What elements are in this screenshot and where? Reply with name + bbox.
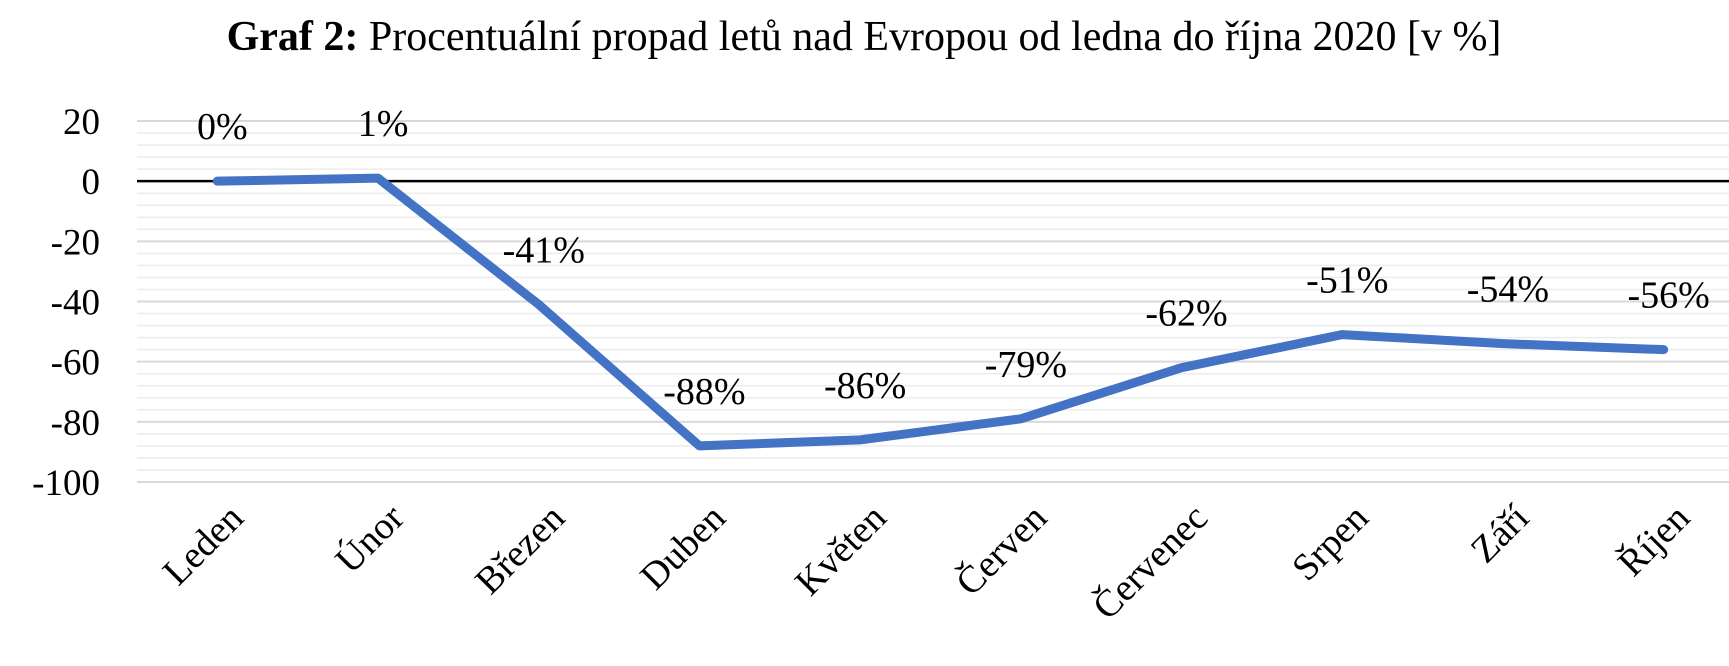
data-label: 0% xyxy=(197,106,248,148)
x-tick-label: Červen xyxy=(948,497,1055,604)
chart-title: Graf 2: Procentuální propad letů nad Evr… xyxy=(227,14,1502,60)
x-tick-label: Říjen xyxy=(1610,497,1698,585)
data-label: -62% xyxy=(1145,293,1227,335)
x-tick-label: Květen xyxy=(787,497,894,604)
y-tick-label: -20 xyxy=(51,222,100,263)
grid xyxy=(137,120,1729,483)
title-text: Procentuální propad letů nad Evropou od … xyxy=(369,14,1502,60)
x-tick-label: Leden xyxy=(155,497,252,594)
data-line xyxy=(212,173,1669,451)
x-tick-label: Duben xyxy=(632,497,733,598)
data-label: -41% xyxy=(503,230,585,272)
title-lead: Graf 2: xyxy=(227,14,359,60)
y-tick-label: -100 xyxy=(32,463,100,504)
x-tick-label: Srpen xyxy=(1284,497,1376,589)
y-tick-label: 0 xyxy=(82,162,101,203)
data-label: 1% xyxy=(358,103,409,145)
data-label: -51% xyxy=(1306,260,1388,302)
x-tick-label: Únor xyxy=(327,496,412,581)
data-label: -54% xyxy=(1467,269,1549,311)
x-tick-label: Březen xyxy=(467,497,573,603)
data-label: -56% xyxy=(1627,275,1709,317)
y-tick-label: -40 xyxy=(51,283,100,324)
data-label: -88% xyxy=(663,371,745,413)
data-label: -86% xyxy=(824,365,906,407)
data-label: -79% xyxy=(985,344,1067,386)
x-tick-label: Červenec xyxy=(1085,497,1216,628)
y-tick-label: 20 xyxy=(63,102,100,143)
y-tick-label: -80 xyxy=(51,403,100,444)
x-tick-label: Září xyxy=(1463,496,1538,571)
y-tick-label: -60 xyxy=(51,343,100,384)
